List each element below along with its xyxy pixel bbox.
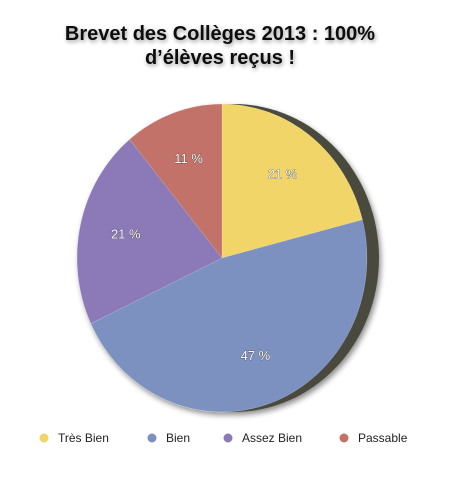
title-group: Brevet des Collèges 2013 : 100%d’élèves … bbox=[65, 23, 375, 69]
legend-label: Assez Bien bbox=[242, 431, 302, 445]
legend-swatch bbox=[223, 433, 233, 443]
slice-label: 21 % bbox=[268, 167, 298, 182]
pie-slice bbox=[90, 219, 368, 413]
legend-label: Passable bbox=[358, 431, 408, 445]
legend-swatch bbox=[339, 433, 349, 443]
legend-label: Bien bbox=[166, 431, 190, 445]
pie-slice bbox=[76, 138, 223, 324]
chart-title: d’élèves reçus ! bbox=[145, 47, 295, 69]
slice-label: 21 % bbox=[111, 227, 141, 242]
pie-slice bbox=[221, 103, 363, 259]
pie-slice bbox=[129, 103, 223, 259]
legend-swatch bbox=[147, 433, 157, 443]
slice-label: 11 % bbox=[174, 151, 203, 166]
legend-swatch bbox=[39, 433, 49, 443]
legend: Très Bien Bien Assez Bien Passable bbox=[39, 431, 408, 445]
value-labels: 21 % 47 % 21 % 11 % bbox=[111, 151, 298, 364]
legend-label: Très Bien bbox=[58, 431, 109, 445]
chart-title: Brevet des Collèges 2013 : 100% bbox=[65, 23, 375, 45]
slice-label: 47 % bbox=[241, 348, 271, 363]
pie bbox=[76, 103, 379, 413]
